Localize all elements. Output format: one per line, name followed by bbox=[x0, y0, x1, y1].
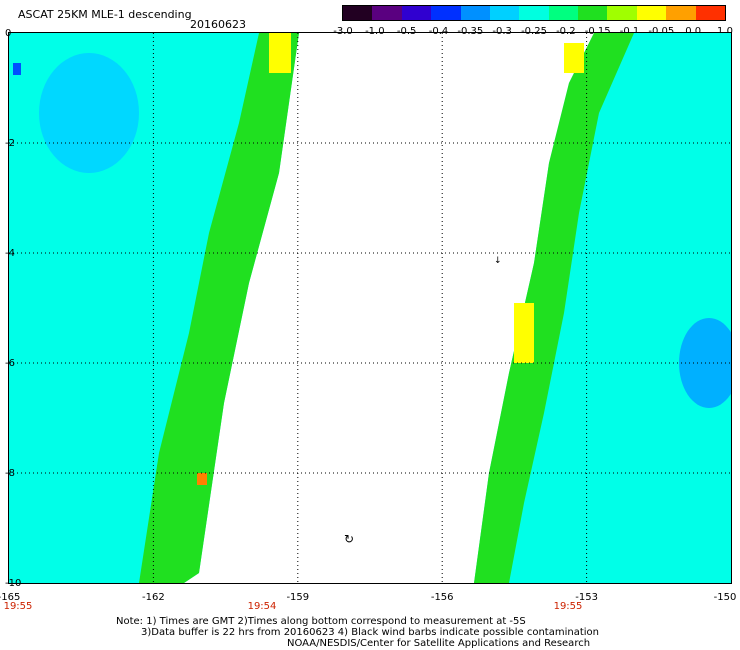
low-value-pixel bbox=[13, 63, 21, 75]
colorbar-tick-label: -3.0 bbox=[333, 26, 353, 37]
colorbar-tick-label: -0.35 bbox=[457, 26, 484, 37]
colorbar-tick-label: -0.25 bbox=[521, 26, 547, 37]
colorbar-tick-label: 1.0 bbox=[717, 26, 733, 37]
colorbar-segment bbox=[695, 6, 726, 20]
note-line-1: Note: 1) Times are GMT 2)Times along bot… bbox=[116, 616, 526, 627]
colorbar-segment bbox=[431, 6, 462, 20]
colorbar-segment bbox=[666, 6, 697, 20]
high-value-patch-right bbox=[564, 43, 584, 73]
colorbar-tick-label: -0.3 bbox=[492, 26, 512, 37]
colorbar-tick-label: -0.15 bbox=[584, 26, 611, 37]
latitude-label: -10 bbox=[5, 578, 22, 589]
latitude-label: -4 bbox=[5, 248, 15, 259]
product-title: ASCAT 25KM MLE-1 descending bbox=[18, 8, 192, 21]
high-value-patch-left-orange bbox=[197, 473, 207, 485]
longitude-label: -162 bbox=[142, 592, 165, 603]
colorbar-tick-label: -0.05 bbox=[648, 26, 675, 37]
colorbar-segment bbox=[636, 6, 667, 20]
colorbar-segment bbox=[578, 6, 608, 20]
longitude-label: -159 bbox=[286, 592, 310, 603]
colorbar bbox=[342, 5, 726, 21]
colorbar-tick-label: 0.0 bbox=[685, 26, 702, 37]
colorbar-segment bbox=[607, 6, 638, 20]
colorbar-tick-label: -0.4 bbox=[428, 26, 449, 37]
longitude-label: -156 bbox=[430, 592, 454, 603]
map-panel: ↻ ↓ bbox=[8, 32, 732, 584]
product-date: 20160623 bbox=[190, 18, 246, 31]
time-label: 19:55 bbox=[553, 601, 583, 612]
colorbar-segment bbox=[489, 6, 520, 20]
colorbar-segment bbox=[372, 6, 403, 20]
time-label: 19:55 bbox=[3, 601, 33, 612]
high-value-patch-left bbox=[269, 33, 291, 73]
longitude-label: -153 bbox=[575, 592, 598, 603]
swath-right-edge bbox=[474, 33, 634, 583]
latitude-label: 0 bbox=[5, 28, 12, 39]
colorbar-tick-label: -0.5 bbox=[396, 26, 417, 37]
swath-left-edge bbox=[139, 33, 299, 583]
colorbar-segment bbox=[401, 6, 432, 20]
colorbar-segment bbox=[460, 6, 491, 20]
longitude-label: -165 bbox=[0, 592, 21, 603]
latitude-label: -8 bbox=[5, 468, 15, 479]
longitude-label: -150 bbox=[713, 592, 737, 603]
latitude-label: -2 bbox=[5, 138, 15, 149]
swath-right bbox=[474, 33, 731, 583]
colorbar-tick-label: -1.0 bbox=[365, 26, 385, 37]
colorbar-segment bbox=[343, 6, 373, 20]
colorbar-segment bbox=[548, 6, 579, 20]
note-line-2: 3)Data buffer is 22 hrs from 20160623 4)… bbox=[141, 627, 599, 638]
colorbar-segment bbox=[519, 6, 550, 20]
low-value-region-2 bbox=[39, 53, 139, 173]
time-label: 19:54 bbox=[247, 601, 277, 612]
latitude-label: -6 bbox=[5, 358, 15, 369]
wind-barb-mark-2: ↓ bbox=[494, 256, 502, 266]
wind-barb-mark: ↻ bbox=[344, 532, 354, 546]
colorbar-tick-label: -0.2 bbox=[556, 26, 576, 37]
colorbar-tick-label: -0.1 bbox=[619, 26, 640, 37]
map-plot: ↻ ↓ bbox=[9, 33, 731, 583]
lat-lon-grid bbox=[9, 33, 731, 583]
note-line-3: NOAA/NESDIS/Center for Satellite Applica… bbox=[287, 638, 591, 649]
high-value-patch-right-2 bbox=[514, 303, 534, 363]
